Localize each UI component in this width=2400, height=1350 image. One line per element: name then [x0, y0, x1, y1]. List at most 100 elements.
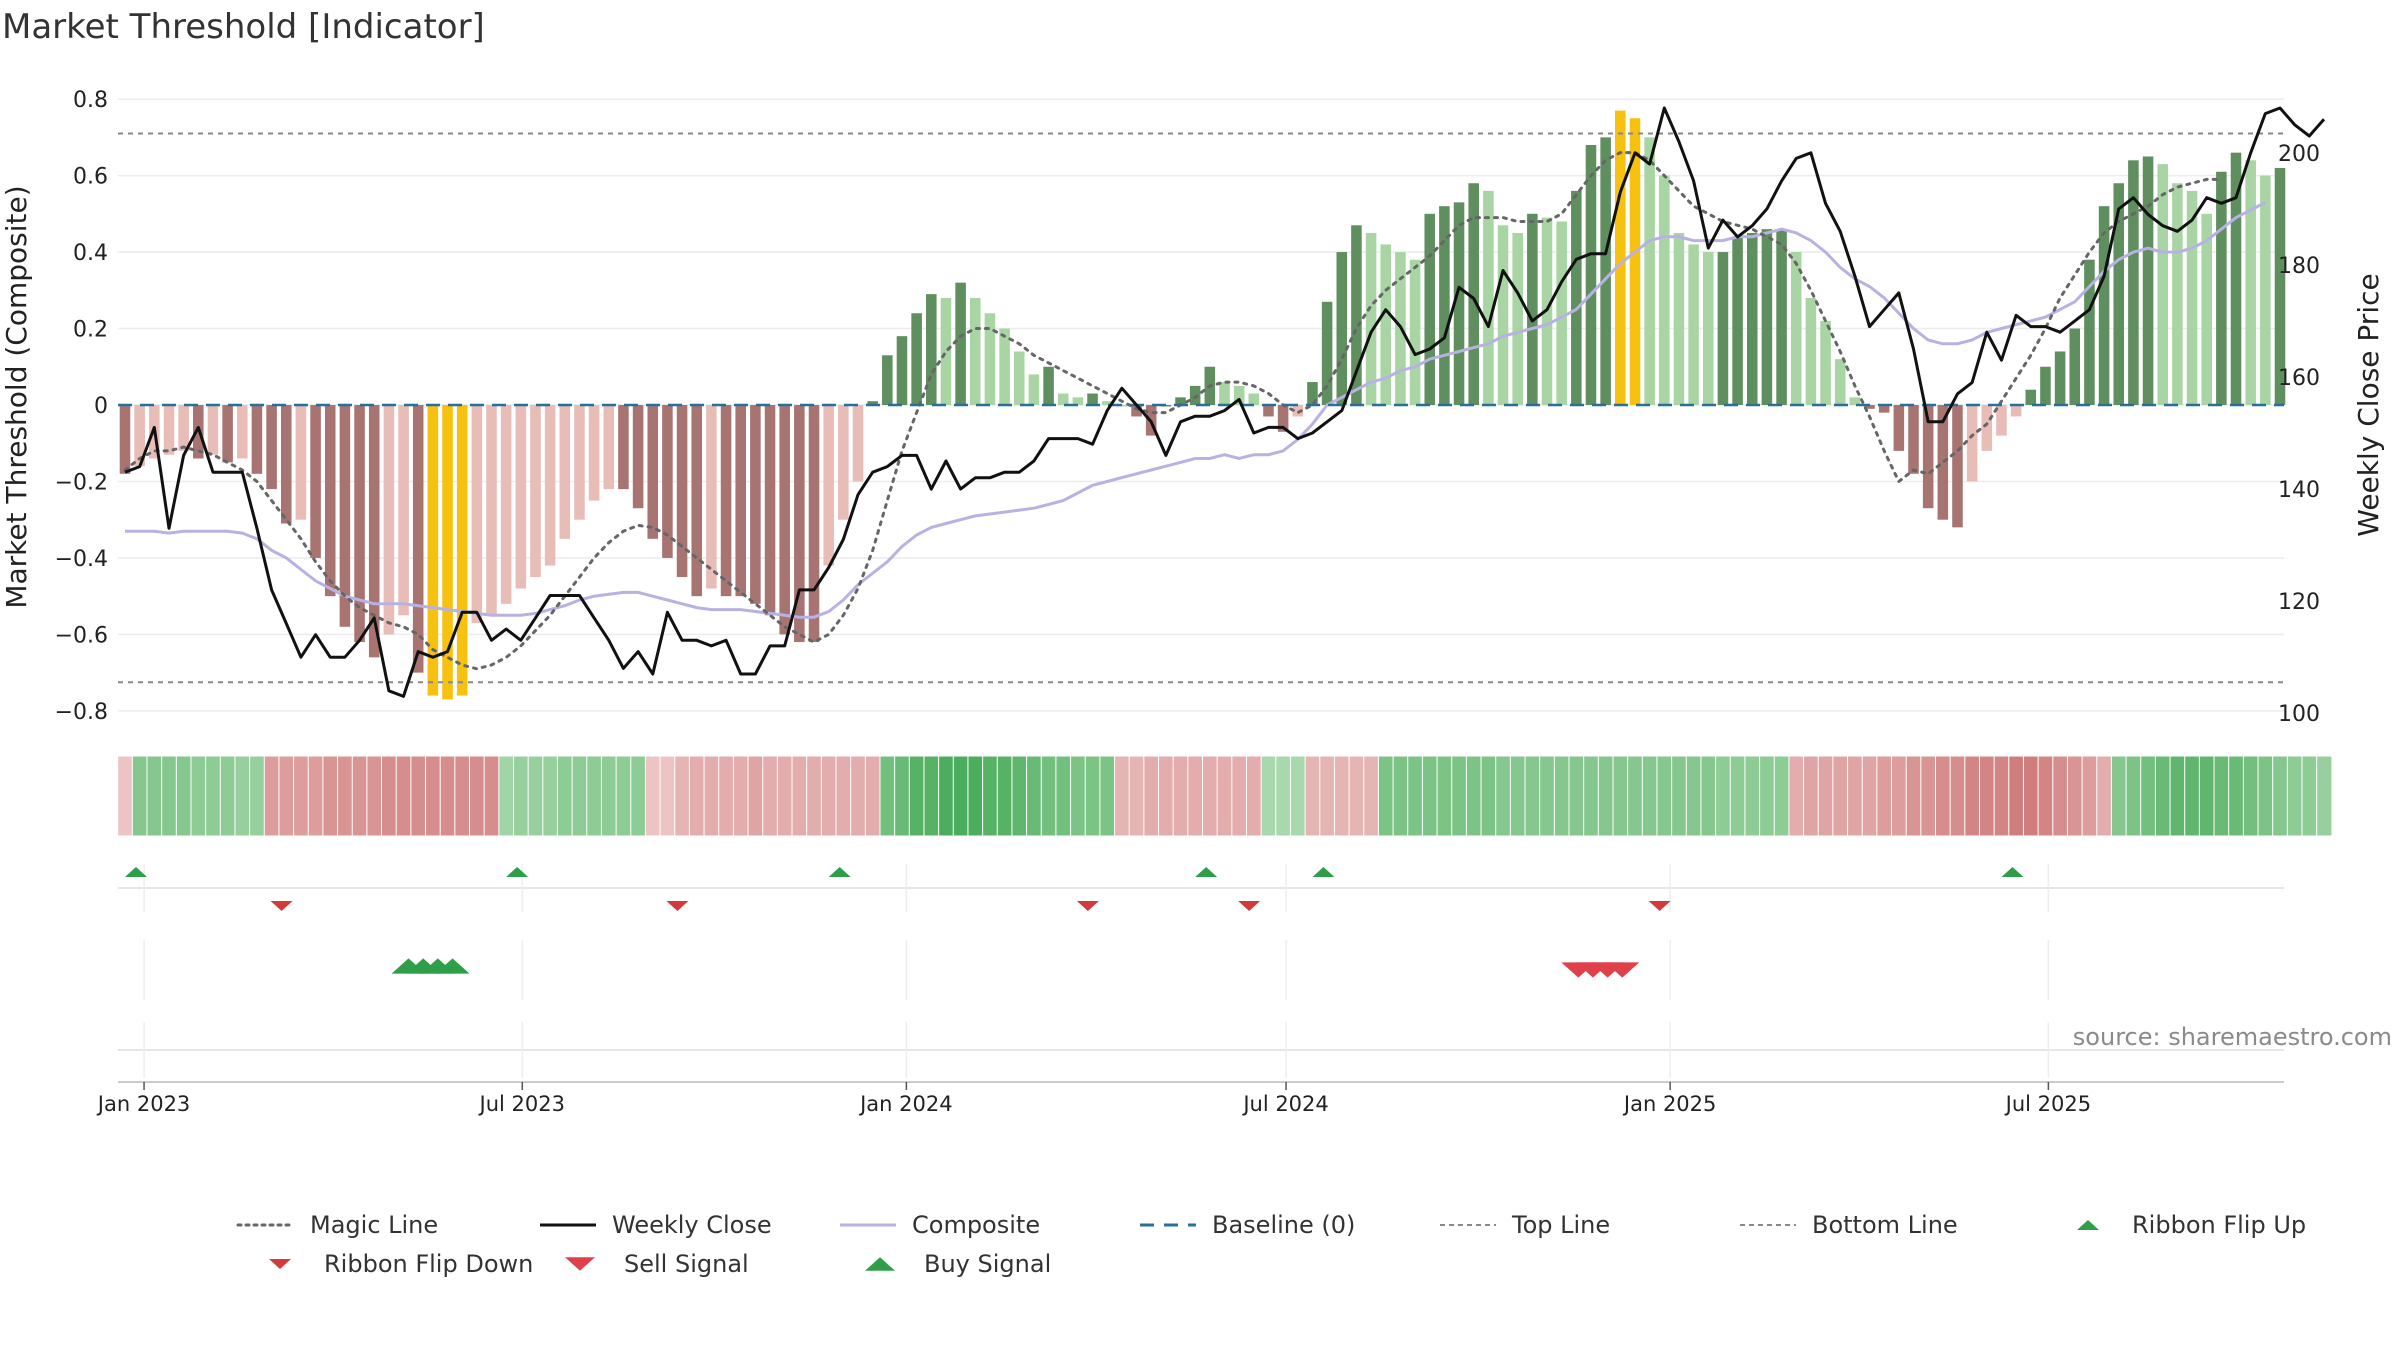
histogram-bar: [588, 405, 600, 501]
legend-label: Buy Signal: [924, 1250, 1051, 1278]
histogram-bar: [1043, 366, 1054, 405]
histogram-bar: [1644, 137, 1655, 405]
ribbon-cell: [1934, 755, 1952, 837]
left-tick-label: −0.4: [55, 547, 108, 572]
ribbon-cell: [190, 755, 207, 837]
histogram-bar: [1864, 405, 1875, 409]
histogram-bar: [1497, 225, 1509, 405]
ribbon-cell: [1524, 755, 1541, 837]
histogram-bar: [955, 282, 966, 405]
histogram-bar: [662, 405, 673, 558]
x-tick-label: Jul 2024: [1241, 1092, 1328, 1116]
ribbon-cell: [556, 755, 574, 837]
histogram-bar: [691, 405, 703, 597]
legend-swatch: [269, 1259, 291, 1269]
histogram-bar: [926, 294, 937, 405]
ribbon-cell: [410, 755, 427, 837]
histogram-bars: [119, 110, 2286, 700]
ribbon-cell: [1216, 755, 1233, 837]
ribbon-cell: [2242, 755, 2260, 837]
ribbon-cell: [2316, 755, 2333, 837]
ribbon-cell: [1671, 755, 1688, 837]
histogram-bar: [1409, 259, 1421, 405]
ribbon-cell: [1260, 755, 1277, 837]
histogram-bar: [1776, 229, 1787, 405]
right-axis-label: Weekly Close Price: [2352, 273, 2385, 536]
legend-item: Ribbon Flip Up: [2077, 1211, 2306, 1239]
ribbon-cell: [1465, 755, 1483, 837]
histogram-bar: [1908, 405, 1919, 474]
histogram-bar: [1673, 232, 1685, 405]
ribbon-cell: [1803, 755, 1820, 837]
left-tick-label: −0.6: [55, 623, 108, 648]
ribbon-cell: [161, 755, 178, 837]
ribbon-strip: [117, 755, 2333, 837]
histogram-bar: [280, 405, 292, 524]
ribbon-cell: [1158, 755, 1175, 837]
ribbon-cell: [1553, 755, 1571, 837]
ribbon-cell: [263, 755, 281, 837]
ribbon-cell: [1773, 755, 1790, 837]
histogram-bar: [1307, 382, 1318, 405]
histogram-bar: [1512, 232, 1523, 405]
ribbon-cell: [1275, 755, 1292, 837]
histogram-bar: [999, 328, 1010, 405]
ribbon-cell: [1715, 755, 1732, 837]
histogram-bar: [266, 405, 277, 490]
left-tick-label: −0.2: [55, 470, 108, 495]
ribbon-cell: [1568, 755, 1585, 837]
histogram-bar: [1057, 393, 1069, 405]
right-tick-label: 200: [2278, 142, 2320, 167]
ribbon-cell: [2169, 755, 2186, 837]
ribbon-cell: [1319, 755, 1336, 837]
ribbon-cell: [249, 755, 266, 837]
ribbon-cell: [1949, 755, 1966, 837]
histogram-bar: [178, 405, 189, 451]
ribbon-cell: [996, 755, 1014, 837]
ribbon-cell: [469, 755, 486, 837]
ribbon-cell: [439, 755, 456, 837]
histogram-bar: [1834, 359, 1846, 405]
ribbon-cell: [747, 755, 764, 837]
ribbon-cell: [1685, 755, 1703, 837]
histogram-bar: [867, 401, 878, 405]
ribbon-cell: [1656, 755, 1673, 837]
legend-swatch: [2077, 1220, 2099, 1230]
ribbon-cell: [498, 755, 515, 837]
source-label: source: sharemaestro.com: [2073, 1023, 2392, 1051]
histogram-bar: [2230, 152, 2242, 405]
ribbon-cell: [894, 755, 911, 837]
ribbon-flip-down-marker: [666, 901, 689, 911]
ribbon-cell: [762, 755, 779, 837]
histogram-bar: [2054, 351, 2066, 405]
histogram-bar: [1996, 405, 2007, 436]
legend-item: Bottom Line: [1740, 1211, 1958, 1239]
ribbon-cell: [205, 755, 222, 837]
ribbon-cell: [146, 755, 163, 837]
ribbon-cell: [1436, 755, 1453, 837]
histogram-bar: [500, 405, 512, 604]
ribbon-cell: [395, 755, 412, 837]
histogram-bar: [1527, 213, 1538, 405]
ribbon-cell: [2022, 755, 2040, 837]
ribbon-cell: [1231, 755, 1248, 837]
ribbon-cell: [850, 755, 867, 837]
ribbon-cell: [659, 755, 676, 837]
histogram-bar: [574, 405, 585, 520]
ribbon-cell: [2154, 755, 2172, 837]
legend-label: Magic Line: [310, 1211, 438, 1239]
series-lines: [118, 106, 2326, 698]
histogram-bar: [808, 405, 820, 643]
legend-item: Composite: [840, 1211, 1040, 1239]
ribbon-cell: [131, 755, 149, 837]
ribbon-cell: [527, 755, 544, 837]
ribbon-cell: [1817, 755, 1834, 837]
histogram-bar: [1746, 232, 1758, 405]
ribbon-cell: [2257, 755, 2274, 837]
histogram-bar: [676, 405, 688, 578]
ribbon-cell: [1832, 755, 1849, 837]
histogram-bar: [2245, 160, 2256, 405]
histogram-bar: [779, 405, 790, 635]
histogram-bar: [1248, 393, 1260, 405]
ribbon-cell: [1920, 755, 1937, 837]
